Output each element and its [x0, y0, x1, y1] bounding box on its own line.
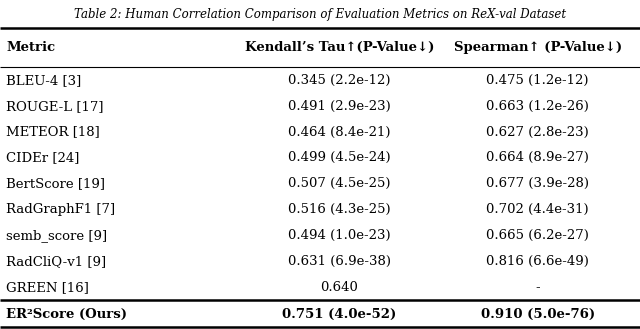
Text: 0.475 (1.2e-12): 0.475 (1.2e-12) [486, 74, 589, 87]
Text: Metric: Metric [6, 41, 56, 54]
Text: METEOR [18]: METEOR [18] [6, 126, 100, 139]
Text: GREEN [16]: GREEN [16] [6, 281, 89, 293]
Text: RadCliQ-v1 [9]: RadCliQ-v1 [9] [6, 255, 106, 268]
Text: 0.665 (6.2e-27): 0.665 (6.2e-27) [486, 229, 589, 242]
Text: 0.631 (6.9e-38): 0.631 (6.9e-38) [288, 255, 390, 268]
Text: RadGraphF1 [7]: RadGraphF1 [7] [6, 203, 116, 216]
Text: -: - [535, 281, 540, 293]
Text: 0.663 (1.2e-26): 0.663 (1.2e-26) [486, 100, 589, 113]
Text: BertScore [19]: BertScore [19] [6, 177, 106, 190]
Text: 0.664 (8.9e-27): 0.664 (8.9e-27) [486, 151, 589, 164]
Text: 0.627 (2.8e-23): 0.627 (2.8e-23) [486, 126, 589, 139]
Text: ROUGE-L [17]: ROUGE-L [17] [6, 100, 104, 113]
Text: 0.491 (2.9e-23): 0.491 (2.9e-23) [288, 100, 390, 113]
Text: 0.816 (6.6e-49): 0.816 (6.6e-49) [486, 255, 589, 268]
Text: Spearman↑ (P-Value↓): Spearman↑ (P-Value↓) [454, 41, 621, 54]
Text: 0.677 (3.9e-28): 0.677 (3.9e-28) [486, 177, 589, 190]
Text: 0.464 (8.4e-21): 0.464 (8.4e-21) [288, 126, 390, 139]
Text: ER²Score (Ours): ER²Score (Ours) [6, 308, 127, 321]
Text: 0.751 (4.0e-52): 0.751 (4.0e-52) [282, 308, 396, 321]
Text: 0.640: 0.640 [320, 281, 358, 293]
Text: 0.507 (4.5e-25): 0.507 (4.5e-25) [288, 177, 390, 190]
Text: semb_score [9]: semb_score [9] [6, 229, 108, 242]
Text: CIDEr [24]: CIDEr [24] [6, 151, 80, 164]
Text: 0.702 (4.4e-31): 0.702 (4.4e-31) [486, 203, 589, 216]
Text: 0.516 (4.3e-25): 0.516 (4.3e-25) [288, 203, 390, 216]
Text: 0.345 (2.2e-12): 0.345 (2.2e-12) [288, 74, 390, 87]
Text: BLEU-4 [3]: BLEU-4 [3] [6, 74, 82, 87]
Text: 0.499 (4.5e-24): 0.499 (4.5e-24) [288, 151, 390, 164]
Text: Kendall’s Tau↑(P-Value↓): Kendall’s Tau↑(P-Value↓) [244, 41, 434, 54]
Text: Table 2: Human Correlation Comparison of Evaluation Metrics on ReX-val Dataset: Table 2: Human Correlation Comparison of… [74, 8, 566, 21]
Text: 0.910 (5.0e-76): 0.910 (5.0e-76) [481, 308, 595, 321]
Text: 0.494 (1.0e-23): 0.494 (1.0e-23) [288, 229, 390, 242]
